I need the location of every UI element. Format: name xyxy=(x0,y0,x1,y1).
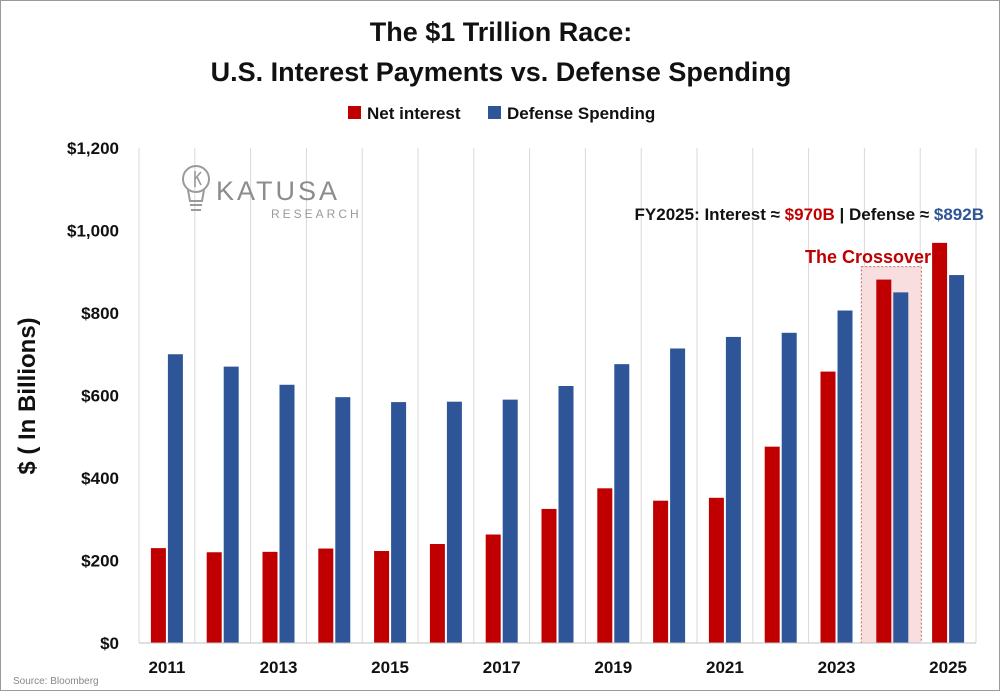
bar-interest-2017 xyxy=(485,534,501,643)
bar-interest-2018 xyxy=(541,508,557,643)
x-tick-label: 2021 xyxy=(706,658,744,677)
y-tick-label: $1,000 xyxy=(67,222,119,241)
bar-interest-2023 xyxy=(820,371,836,643)
katusa-logo: KATUSA RESEARCH xyxy=(182,165,362,221)
logo-subtitle: RESEARCH xyxy=(271,207,362,221)
y-tick-label: $0 xyxy=(100,634,119,653)
lightbulb-icon xyxy=(182,165,210,211)
bar-interest-2012 xyxy=(206,552,222,643)
bar-defense-2021 xyxy=(725,336,741,643)
bar-interest-2022 xyxy=(764,446,780,643)
x-tick-label: 2019 xyxy=(594,658,632,677)
source-note: Source: Bloomberg xyxy=(13,676,99,687)
x-tick-label: 2011 xyxy=(148,658,185,677)
bar-defense-2016 xyxy=(446,401,462,643)
bar-defense-2011 xyxy=(167,354,183,643)
fy2025-interest-value: $970B xyxy=(785,205,835,224)
bar-defense-2012 xyxy=(223,366,239,643)
bar-defense-2020 xyxy=(670,348,686,643)
y-tick-label: $200 xyxy=(81,552,119,571)
fy2025-note-separator: | Defense ≈ xyxy=(835,205,934,224)
y-tick-labels: $0 $200 $400 $600 $800 $1,000 $1,200 xyxy=(67,139,119,653)
fy2025-defense-value: $892B xyxy=(934,205,984,224)
y-tick-label: $400 xyxy=(81,469,119,488)
bar-defense-2025 xyxy=(949,275,965,643)
bar-interest-2015 xyxy=(374,551,390,643)
bar-defense-2024 xyxy=(893,292,909,643)
bar-defense-2023 xyxy=(837,310,853,643)
x-tick-label: 2013 xyxy=(260,658,298,677)
bar-interest-2024 xyxy=(876,279,892,643)
bar-interest-2021 xyxy=(708,497,724,643)
x-tick-labels: 2011 2013 2015 2017 2019 2021 2023 2025 xyxy=(148,658,967,677)
legend-label-interest: Net interest xyxy=(367,104,461,123)
x-tick-label: 2025 xyxy=(929,658,967,677)
legend: Net interest Defense Spending xyxy=(348,104,655,123)
legend-label-defense: Defense Spending xyxy=(507,104,655,123)
legend-swatch-interest xyxy=(348,106,361,119)
bar-defense-2013 xyxy=(279,384,295,643)
crossover-label: The Crossover xyxy=(805,247,931,267)
x-tick-label: 2017 xyxy=(483,658,521,677)
fy2025-note: FY2025: Interest ≈ $970B | Defense ≈ $89… xyxy=(635,205,984,224)
bar-defense-2018 xyxy=(558,386,574,643)
bar-interest-2025 xyxy=(932,242,948,643)
bar-defense-2017 xyxy=(502,399,518,643)
logo-name: KATUSA xyxy=(216,176,340,206)
bar-defense-2022 xyxy=(781,332,797,643)
bar-interest-2013 xyxy=(262,551,278,643)
bar-defense-2014 xyxy=(335,397,351,643)
fy2025-note-prefix: FY2025: Interest ≈ xyxy=(635,205,785,224)
bars xyxy=(150,242,965,643)
chart-title-line-2: U.S. Interest Payments vs. Defense Spend… xyxy=(211,57,792,87)
bar-interest-2019 xyxy=(597,488,613,643)
y-tick-label: $1,200 xyxy=(67,139,119,158)
y-axis-label: $ ( In Billions) xyxy=(14,317,41,474)
bar-interest-2014 xyxy=(318,548,334,643)
y-tick-label: $800 xyxy=(81,304,119,323)
legend-swatch-defense xyxy=(488,106,501,119)
bar-defense-2015 xyxy=(391,402,407,643)
x-tick-label: 2015 xyxy=(371,658,409,677)
y-tick-label: $600 xyxy=(81,387,119,406)
chart-title-line-1: The $1 Trillion Race: xyxy=(370,17,633,47)
bar-interest-2020 xyxy=(653,500,669,643)
bar-defense-2019 xyxy=(614,364,630,643)
x-tick-label: 2023 xyxy=(818,658,856,677)
bar-interest-2016 xyxy=(429,544,445,643)
bar-interest-2011 xyxy=(150,548,166,643)
